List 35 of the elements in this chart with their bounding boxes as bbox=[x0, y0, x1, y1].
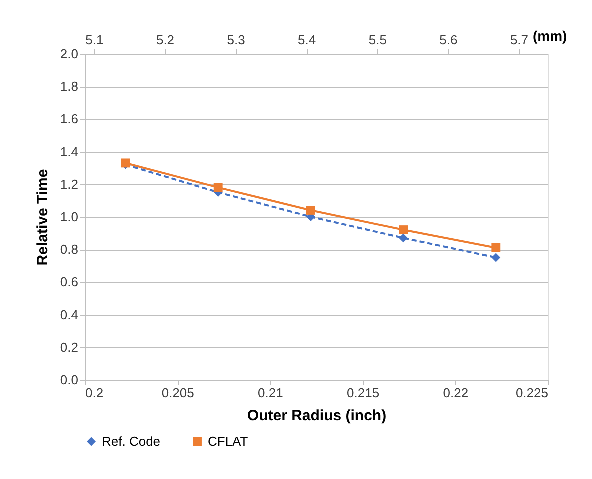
x-tick-label: 0.215 bbox=[347, 386, 380, 400]
y-tick-label: 1.2 bbox=[60, 176, 78, 192]
x2-tick-label: 5.1 bbox=[86, 32, 104, 48]
y-tick-label: 0.4 bbox=[60, 307, 78, 322]
y-tick-label: 0.2 bbox=[60, 340, 78, 355]
y-axis-title: Relative Time bbox=[34, 169, 52, 266]
x-tick-label: 0.2 bbox=[86, 386, 104, 400]
point bbox=[399, 234, 408, 243]
legend-label: CFLAT bbox=[208, 434, 248, 449]
x-tick-label: 0.225 bbox=[516, 386, 548, 400]
x2-tick-label: 5.5 bbox=[368, 32, 387, 48]
y-tick-label: 1.6 bbox=[60, 112, 78, 127]
x2-axis-title: (mm) bbox=[532, 28, 568, 44]
x-axis-title: Outer Radius (inch) bbox=[247, 408, 387, 424]
x2-tick-label: 5.6 bbox=[440, 32, 458, 48]
y-tick-label: 1.8 bbox=[60, 79, 78, 94]
x-tick-label: 0.21 bbox=[258, 386, 284, 400]
y-tick-label: 2.0 bbox=[60, 46, 78, 62]
x2-tick-label: 5.4 bbox=[298, 32, 316, 48]
x2-tick-label: 5.2 bbox=[156, 32, 175, 48]
point bbox=[306, 206, 316, 215]
y-tick-label: 1.4 bbox=[60, 144, 78, 160]
y-tick-label: 0.6 bbox=[60, 274, 78, 290]
x-tick-label: 0.205 bbox=[162, 386, 194, 400]
point bbox=[399, 226, 408, 235]
point bbox=[492, 253, 501, 262]
x2-tick-label: 5.3 bbox=[227, 32, 246, 48]
y-tick-label: 0.0 bbox=[60, 372, 78, 388]
y-tick-label: 1.0 bbox=[60, 210, 78, 224]
x-tick-label: 0.22 bbox=[443, 386, 469, 400]
point bbox=[214, 183, 223, 192]
legend-label: Ref. Code bbox=[102, 434, 161, 449]
y-tick-label: 0.8 bbox=[60, 242, 78, 258]
point bbox=[492, 244, 501, 252]
x2-tick-label: 5.7 bbox=[510, 32, 529, 48]
